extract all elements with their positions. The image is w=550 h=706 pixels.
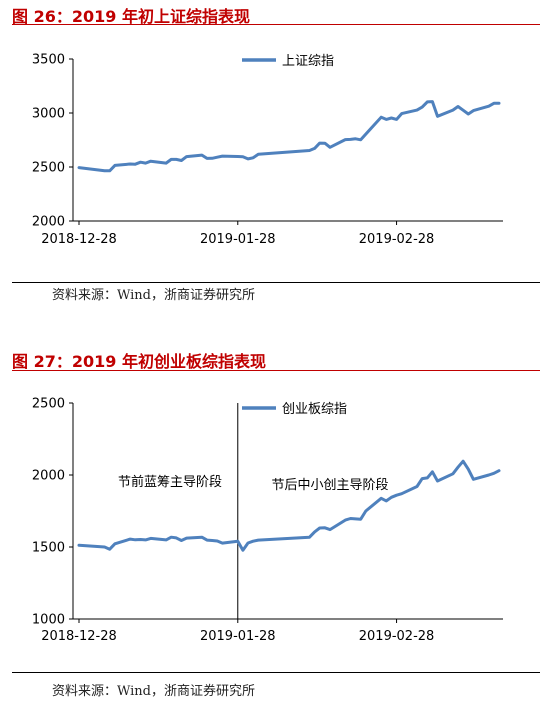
x-tick-label: 2018-12-28 [41, 629, 117, 644]
legend-label: 创业板综指 [282, 402, 347, 417]
y-tick-label: 1500 [32, 541, 65, 556]
series-line [77, 100, 501, 173]
y-tick-label: 2000 [32, 469, 65, 484]
figure-26-title: 图 26：2019 年初上证综指表现 [12, 7, 250, 26]
y-tick-label: 3500 [32, 53, 65, 68]
x-tick-label: 2018-12-28 [41, 232, 117, 247]
figure-27-title: 图 27：2019 年初创业板综指表现 [12, 352, 266, 371]
series-line [77, 459, 501, 552]
x-tick-label: 2019-02-28 [359, 232, 435, 247]
x-tick-label: 2019-02-28 [359, 629, 435, 644]
y-tick-label: 2000 [32, 215, 65, 230]
figure-27-source: 资料来源：Wind，浙商证券研究所 [52, 684, 255, 699]
shanghai-composite-chart: 2000 2500 3000 3500 2018-12-28 2019-01-28 2019… [32, 53, 503, 247]
y-tick-label: 1000 [32, 613, 65, 628]
x-tick-label: 2019-01-28 [200, 629, 276, 644]
legend-label: 上证综指 [282, 54, 334, 69]
y-tick-label: 3000 [32, 107, 65, 122]
figure-26-title-rule [12, 24, 540, 25]
figure-27-title-rule [12, 370, 540, 371]
chinext-composite-chart: 1000 1500 2000 2500 2018-12-28 2019-01-28 2019… [32, 397, 503, 644]
x-tick-label: 2019-01-28 [200, 232, 276, 247]
figure-26-source: 资料来源：Wind，浙商证券研究所 [52, 288, 255, 303]
y-tick-label: 2500 [32, 397, 65, 412]
y-tick-label: 2500 [32, 161, 65, 176]
phase-annotation: 节前蓝筹主导阶段 [118, 474, 222, 490]
phase-annotation: 节后中小创主导阶段 [271, 478, 388, 493]
figure-27-bottom-rule [12, 672, 540, 673]
figure-26-bottom-rule [12, 282, 540, 283]
